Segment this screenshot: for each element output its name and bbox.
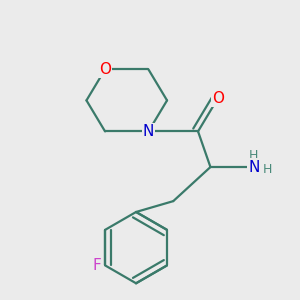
Text: N: N (143, 124, 154, 139)
Text: N: N (248, 160, 260, 175)
Text: O: O (212, 92, 224, 106)
Text: O: O (99, 62, 111, 77)
Text: F: F (93, 258, 101, 273)
Text: H: H (249, 149, 259, 162)
Text: H: H (263, 163, 272, 176)
